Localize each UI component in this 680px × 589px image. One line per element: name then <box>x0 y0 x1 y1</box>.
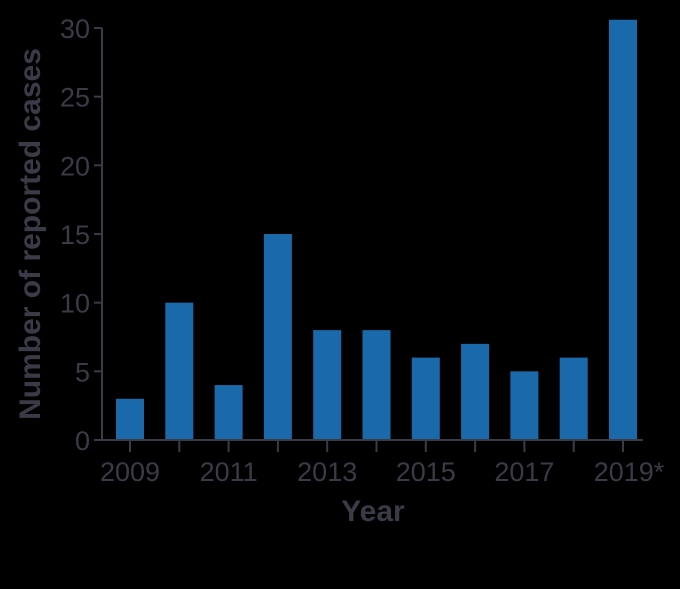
x-tick-label: 2013 <box>297 457 357 487</box>
x-tick-label: 2011 <box>200 457 258 487</box>
x-axis: 2009 2011 2013 2015 2017 2019* <box>94 439 665 487</box>
y-tick-label: 20 <box>60 151 90 181</box>
bar-2017 <box>510 371 539 440</box>
x-tick-label: 2009 <box>100 457 160 487</box>
y-axis: 0 5 10 15 20 25 30 <box>60 14 103 456</box>
bar-2012 <box>263 234 292 440</box>
y-tick-label: 25 <box>60 83 90 113</box>
bar-2011 <box>214 385 243 440</box>
bar-2014 <box>362 330 391 440</box>
bar-2019 <box>609 19 637 440</box>
y-tick-label: 15 <box>60 220 90 250</box>
y-tick-label: 0 <box>75 426 90 456</box>
x-tick-label: 2019* <box>594 457 665 487</box>
bar-2018 <box>559 357 588 440</box>
bar-2015 <box>411 357 440 440</box>
bar-2016 <box>461 343 490 440</box>
bar-2013 <box>313 330 342 440</box>
x-tick-label: 2015 <box>396 457 456 487</box>
bar-2010 <box>165 302 194 440</box>
bars-group <box>116 19 637 440</box>
y-axis-title: Number of reported cases <box>14 48 47 420</box>
y-tick-label: 10 <box>60 289 90 319</box>
bar-2009 <box>116 398 144 440</box>
y-tick-label: 5 <box>75 357 90 387</box>
y-tick-label: 30 <box>60 14 90 44</box>
x-axis-title: Year <box>341 495 405 528</box>
x-tick-label: 2017 <box>494 457 554 487</box>
